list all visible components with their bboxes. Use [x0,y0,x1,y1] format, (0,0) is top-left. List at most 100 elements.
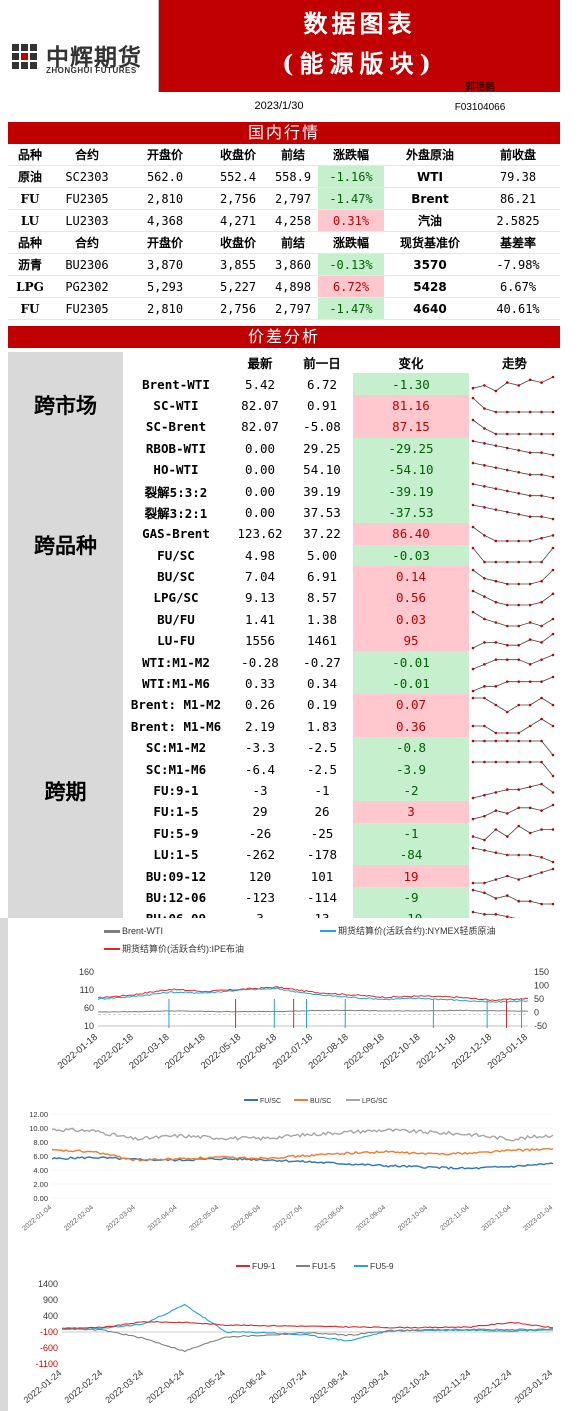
sparkline-point [528,603,532,607]
spread-change-cell: 3 [353,801,469,823]
series-line [51,1147,554,1162]
sparkline-svg [471,589,555,607]
author-name: 郭艳鹏 [465,82,495,93]
spread-trend-sparkline [469,502,560,523]
spread-trend-sparkline [469,801,560,822]
spread-change-cell: 0.07 [353,694,469,716]
author-id: F03104066 [454,102,506,113]
market-header-cell: 品种 [8,231,52,254]
spread-prev-cell: 39.19 [303,483,341,499]
sparkline-line [472,890,553,905]
market-header-cell: 收盘价 [208,144,268,166]
sparkline-point [551,475,555,478]
y-tick-label: 0.00 [33,1194,48,1203]
sparkline-point [540,782,543,785]
sparkline-point [505,381,509,384]
sparkline-point [551,790,555,794]
spread-latest-cell: -262 [244,847,276,863]
market-header-cell: 开盘价 [122,231,208,254]
sparkline-point [551,375,555,379]
spread-row: BU/FU 1.41 1.38 0.03 [8,608,560,631]
sparkline-point [551,546,555,550]
sparkline-point [483,696,486,700]
market-header-cell: 基差率 [476,231,560,254]
market-cell: WTI [384,165,476,188]
sparkline-svg [471,568,555,585]
series-line [51,1127,554,1142]
x-tick-label: 2022-04-04 [147,1204,179,1232]
sparkline-point [483,506,486,510]
sparkline-point [471,835,475,839]
market-row: FU FU2305 2,810 2,756 2,797 -1.47% Brent 86.21 [8,187,560,210]
spread-row: 裂解3:2:1 0.00 37.53 -37.53 [8,501,560,524]
sparkline-point [471,696,475,700]
sparkline-svg [471,611,555,628]
legend-swatch [244,1099,258,1101]
x-tick-label: 2022-03-04 [105,1204,137,1232]
spread-prev-cell: 1461 [306,633,338,649]
market-header-cell: 涨跌幅 [318,144,384,166]
legend-swatch [320,930,336,932]
spread-name-cell: GAS-Brent [142,526,210,542]
legend-label: FU/SC [260,1098,281,1105]
market-header-row: 品种 合约 开盘价 收盘价 前结 涨跌幅 现货基准价 基差率 [8,231,560,254]
spread-name-cell: BU/SC [157,569,195,585]
spread-latest-cell: 82.07 [241,419,279,435]
spread-prev-cell: -1 [314,783,330,798]
spread-change-cell: 0.03 [353,608,469,631]
spread-name-cell: BU:12-06 [145,889,207,905]
spread-change-cell: -39.19 [353,480,469,502]
x-tick-label: 2022-11-04 [439,1204,471,1232]
x-tick-label: 2022-12-04 [481,1204,513,1232]
x-tick-label: 2022-01-04 [21,1204,53,1232]
sparkline-point [528,853,532,856]
market-cell: FU [8,297,52,320]
spread-prev-cell: 5.00 [306,547,338,563]
sparkline-point [505,539,509,543]
sparkline-point [494,897,498,901]
spread-name-cell: BU:09-12 [145,868,207,884]
market-cell: 2,756 [208,297,268,320]
spread-name-cell: WTI:M1-M6 [142,676,210,692]
spread-trend-sparkline [469,480,560,501]
sparkline-point [528,739,532,743]
market-cell: 沥青 [8,253,52,276]
market-header-cell: 前结 [268,231,318,254]
sparkline-point [483,838,486,842]
spread-prev-cell: 1.83 [306,718,338,734]
spread-prev-cell: -2.5 [306,740,338,756]
sparkline-svg [471,760,555,778]
x-tick-label: 2022-02-24 [63,1368,105,1405]
y2-tick-label: 50 [534,994,544,1004]
market-cell: 2,810 [122,297,208,320]
series-line [61,1320,554,1329]
spread-change-cell: -0.8 [353,737,469,759]
spread-row: HO-WTI 0.00 54.10 -54.10 [8,458,560,481]
spread-latest-cell: 0.00 [244,440,276,456]
sparkline-point [494,851,498,854]
logo-english-name: ZHONGHUI FUTURES [46,66,137,75]
sparkline-point [505,787,509,791]
sparkline-point [471,611,475,614]
spread-latest-cell: 123.62 [237,526,283,542]
sparkline-line [472,654,554,670]
section-spread-title: 价差分析 [8,326,560,348]
y-tick-label: 10.00 [29,1124,48,1133]
sparkline-line [472,462,554,478]
sparkline-point [540,451,543,455]
spread-change-cell: -2 [353,779,469,802]
y2-tick-label: 150 [534,967,549,977]
sparkline-svg [471,846,555,863]
x-tick-label: 2022-06-04 [230,1204,262,1232]
sparkline-point [517,703,521,707]
spread-trend-sparkline [469,587,560,608]
series-line [61,1327,554,1353]
sparkline-point [494,432,498,436]
sparkline-point [528,725,532,728]
legend-swatch [236,1265,250,1267]
market-cell: 原油 [8,165,52,188]
market-cell: PG2302 [52,275,122,298]
sparkline-point [528,621,532,625]
author-block: 郭艳鹏 F03104066 [400,78,560,120]
